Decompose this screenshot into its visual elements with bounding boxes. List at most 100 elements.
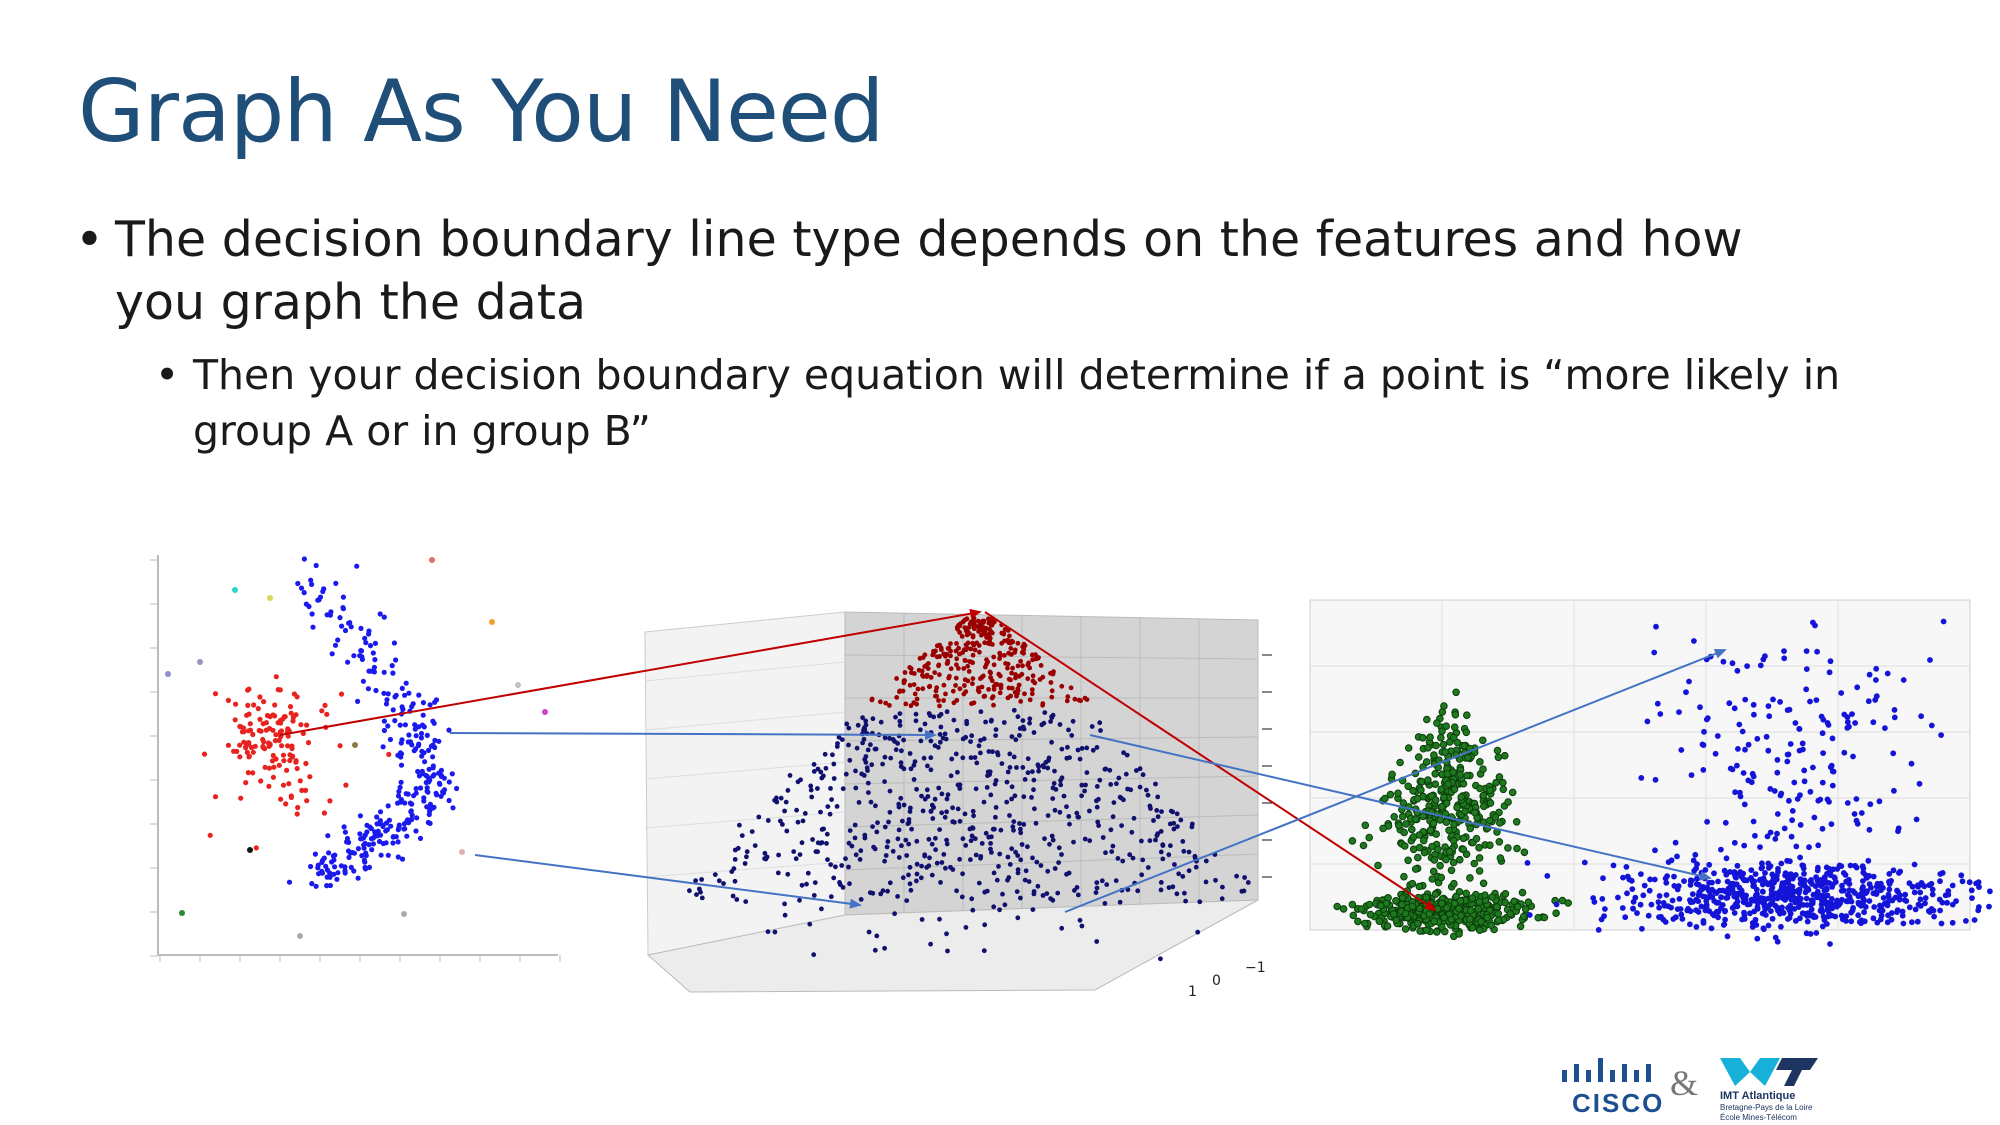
surface-point [1006,640,1012,645]
density-point [1786,706,1793,713]
scatter-point [304,722,310,728]
density-point [1379,824,1387,833]
surface-point [1014,693,1019,699]
density-point [1808,897,1815,904]
surface-point [969,619,975,624]
surface-point [987,772,992,777]
density-point [1449,733,1458,742]
surface-point [821,826,826,832]
density-point [1419,734,1427,742]
density-point [1829,768,1836,775]
surface-point [863,718,869,724]
scatter-point [397,784,403,791]
density-point [1799,910,1806,917]
scatter-point [385,723,391,729]
surface-point [900,818,905,824]
surface-point [1115,856,1121,861]
density-point [1439,740,1448,749]
scatter-point [430,773,436,779]
surface-point [774,795,779,801]
density-point [1453,803,1461,812]
density-point [1768,887,1775,893]
density-point [1694,875,1700,882]
density-point [1819,730,1826,737]
density-point [1774,769,1781,776]
density-point [1785,751,1792,758]
density-point [1693,924,1700,930]
surface-point [885,839,891,844]
density-point [1637,901,1644,908]
surface-point [1000,891,1005,897]
density-point [1414,853,1422,862]
density-point [1939,899,1946,906]
surface-point [800,818,806,824]
scatter-point [348,624,354,630]
scatter-point [430,754,436,760]
surface-point [1114,781,1119,787]
density-point [1339,905,1348,913]
surface-point [934,685,940,691]
scatter-point [281,758,287,764]
scatter-point [308,577,314,583]
density-point [1899,912,1906,919]
surface-point [1010,665,1015,671]
surface-point [1001,653,1007,658]
density-point [1769,915,1776,922]
density-point [1742,746,1748,753]
surface-point [1175,824,1180,829]
surface-point [823,765,829,771]
scatter-point [201,751,208,757]
density-point [1813,874,1819,880]
density-point [1655,899,1662,905]
density-point [1824,879,1830,886]
density-point [1949,919,1956,926]
density-point [1731,910,1738,916]
density-point [1843,898,1850,905]
blue-arrow-to-sparse-blue [1064,649,1727,913]
density-point [1475,898,1484,906]
density-point [1770,696,1776,703]
density-point [1873,677,1879,683]
density-point [1843,878,1849,885]
density-point [1463,711,1471,720]
density-point [1483,913,1491,922]
density-point [1853,817,1860,824]
density-point [1737,869,1744,875]
scatter-point [413,746,419,752]
scatter-point [233,701,239,707]
density-point [1471,808,1479,817]
surface-point [1018,830,1024,836]
scatter-point [323,863,329,869]
surface-point [1009,784,1015,790]
scatter-point [374,833,380,839]
density-point [1626,876,1633,883]
density-point [1807,698,1813,705]
density-point [1937,871,1944,877]
surface-point [883,853,889,858]
surface-point [954,662,959,668]
surface-point [1121,750,1126,756]
density-point [1396,758,1404,767]
density-point [1844,714,1851,721]
surface-point [815,786,820,791]
scatter-point [303,760,309,767]
density-point [1670,916,1677,922]
density-point [1902,891,1909,898]
scatter-point [371,669,377,675]
surface-point [908,766,914,772]
surface-point [1082,695,1088,701]
density-point [1806,844,1812,851]
scatter-point [231,748,237,754]
density-point [1770,877,1777,884]
surface-point [892,911,897,917]
scatter-point [273,674,279,680]
surface-point [1104,882,1110,887]
surface-point [869,762,875,768]
scatter-point [246,753,252,759]
density-point [1778,860,1785,867]
scatter-point [179,910,185,916]
blue-arrow-to-floor [474,854,862,909]
scatter-point [409,742,415,748]
surface-point [979,632,984,638]
density-point [1826,669,1833,676]
